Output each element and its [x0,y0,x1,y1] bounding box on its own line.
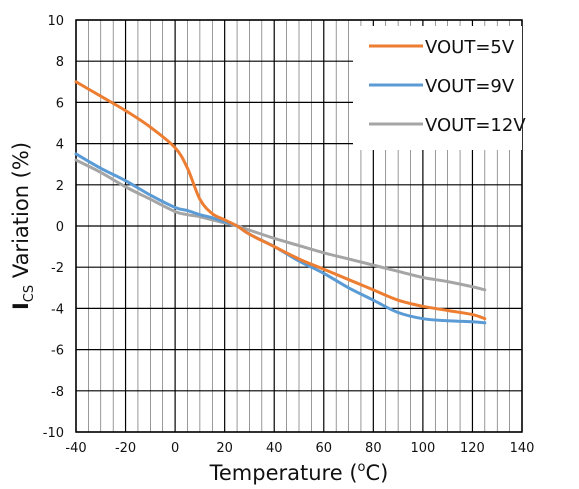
x-tick-label: 100 [410,441,435,456]
x-axis-title-sup: o [358,460,366,475]
legend-label: VOUT=9V [425,76,515,97]
y-tick-label: 6 [56,96,64,111]
y-tick-label: -8 [51,385,64,400]
y-axis-title-main: I [9,302,33,310]
legend-label: VOUT=5V [425,37,515,58]
y-tick-label: 0 [56,220,64,235]
y-tick-label: -10 [43,426,64,441]
y-tick-label: -6 [51,344,64,359]
y-tick-labels: -10 -8 -6 -4 -2 0 2 4 6 8 10 [43,14,64,441]
y-axis-title: ICS Variation (%) [9,142,37,310]
y-tick-label: 2 [56,179,64,194]
y-tick-label: -4 [51,302,64,317]
x-tick-label: 60 [316,441,333,456]
y-axis-title-rest: Variation (%) [9,142,33,285]
x-tick-label: 80 [365,441,382,456]
y-tick-label: -2 [51,261,64,276]
y-tick-label: 10 [47,14,64,29]
x-axis-title-main: Temperature ( [209,461,358,485]
x-tick-label: 120 [460,441,485,456]
x-axis-title-after: C) [366,461,389,485]
y-tick-label: 4 [56,138,64,153]
x-tick-label: 0 [171,441,179,456]
y-tick-label: 8 [56,55,64,70]
series-line-vout-12v [74,158,487,292]
plot-area-border [75,19,523,433]
x-tick-label: 20 [216,441,233,456]
x-tick-label: -20 [115,441,136,456]
x-tick-labels: -40 -20 0 20 40 60 80 100 120 140 [65,441,534,456]
y-axis-title-sub: CS [22,285,37,302]
legend: VOUT=5V VOUT=9V VOUT=12V [353,26,526,150]
legend-label: VOUT=12V [425,115,526,136]
x-tick-label: -40 [65,441,86,456]
x-axis-title: Temperature (oC) [209,460,389,485]
x-tick-label: 40 [266,441,283,456]
x-tick-label: 140 [510,441,535,456]
series-lines [74,80,487,325]
series-line-vout-5v [74,80,487,321]
